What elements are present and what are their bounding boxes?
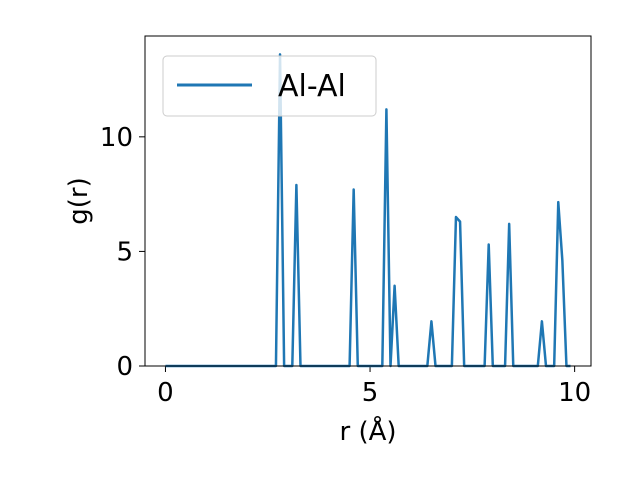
x-tick-label: 10 xyxy=(558,378,591,408)
x-axis-label: r (Å) xyxy=(339,415,396,447)
y-axis-label: g(r) xyxy=(64,177,94,224)
legend-box xyxy=(162,55,377,117)
plot-frame xyxy=(144,35,592,367)
y-tick-label: 5 xyxy=(116,237,133,267)
legend-label-al-al: Al-Al xyxy=(278,69,346,104)
y-tick-label: 10 xyxy=(100,123,133,153)
axis-ticks: 0 5 10 0 5 10 xyxy=(100,123,591,408)
legend: Al-Al xyxy=(162,55,377,117)
x-tick-label: 0 xyxy=(157,378,174,408)
y-tick-label: 0 xyxy=(116,352,133,382)
x-tick-label: 5 xyxy=(362,378,379,408)
